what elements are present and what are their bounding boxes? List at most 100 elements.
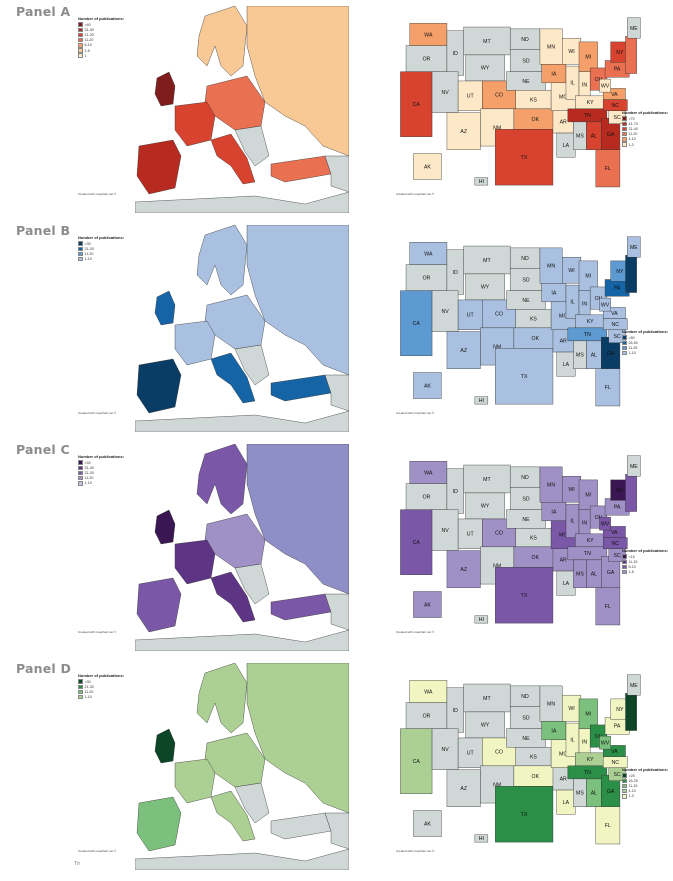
state-label-nc: NC	[612, 322, 620, 328]
region-middle-east	[324, 155, 350, 193]
state-label-ca: CA	[413, 540, 421, 546]
state-label-me: ME	[630, 26, 638, 32]
legend-entry: 21-30	[78, 246, 124, 252]
legend-entry: 21-30	[78, 684, 124, 690]
state-label-ak: AK	[424, 164, 431, 170]
state-label-hi: HI	[479, 836, 484, 842]
us-credit: Created with mapchart.net ©	[396, 192, 435, 196]
state-ak	[413, 591, 442, 618]
legend-entry-label: 21-30	[84, 684, 94, 689]
state-wv	[599, 78, 611, 93]
state-label-or: OR	[423, 56, 431, 62]
legend-swatch	[622, 559, 627, 565]
legend-entry-label: 21-30	[84, 32, 94, 37]
state-label-ia: IA	[551, 509, 556, 515]
europe-map-svg	[134, 662, 350, 871]
state-label-or: OR	[423, 713, 431, 719]
state-or	[405, 483, 448, 510]
legend-entry: >40	[78, 460, 124, 465]
state-ak	[413, 372, 442, 399]
state-label-ga: GA	[607, 132, 615, 138]
state-label-ms: MS	[576, 791, 584, 797]
state-label-ok: OK	[532, 117, 540, 123]
legend-entry: 11-15	[622, 783, 668, 789]
region-uk	[154, 728, 176, 764]
state-label-oh: OH	[595, 734, 603, 740]
state-wy	[465, 492, 505, 520]
state-tx	[495, 348, 554, 405]
legend-entry-label: >30	[84, 241, 91, 246]
state-label-wv: WV	[601, 83, 610, 89]
state-label-mn: MN	[547, 701, 555, 707]
legend-entry-label: >30	[84, 679, 91, 684]
legend-entry: 1-10	[78, 481, 124, 486]
state-me	[627, 17, 641, 39]
state-label-ca: CA	[413, 102, 421, 108]
state-label-al: AL	[591, 791, 597, 797]
state-label-ak: AK	[424, 821, 431, 827]
state-label-ut: UT	[467, 532, 475, 538]
state-label-sc: SC	[614, 334, 621, 340]
state-label-ok: OK	[532, 774, 540, 780]
legend-swatch	[78, 679, 83, 684]
legend-entry-label: 6-10	[84, 43, 92, 48]
state-label-sd: SD	[522, 715, 529, 721]
state-label-ky: KY	[587, 319, 594, 325]
region-turkey	[270, 155, 332, 183]
panel-label: Panel C	[16, 442, 70, 457]
state-label-fl: FL	[605, 385, 611, 391]
legend-swatch	[622, 794, 627, 799]
legend-swatch	[78, 694, 83, 700]
legend-entry: 31-40	[78, 465, 124, 471]
legend-entry: 6-10	[78, 43, 124, 48]
legend-entry-label: 11-20	[84, 689, 94, 694]
us-map: WA OR CA ID NV MT WY UT AZ CO NM ND SD NE KS OK TX MN IA MO…	[393, 14, 646, 219]
panel-label: Panel B	[16, 223, 71, 238]
state-label-ar: AR	[560, 558, 567, 564]
state-mt	[463, 245, 511, 275]
state-nv	[431, 728, 459, 770]
legend-entry: 11-20	[622, 131, 668, 137]
state-az	[446, 550, 481, 588]
state-label-ak: AK	[424, 383, 431, 389]
state-label-ny: NY	[616, 50, 624, 56]
state-ak	[413, 153, 442, 180]
state-label-sd: SD	[522, 277, 529, 283]
state-label-tn: TN	[584, 332, 591, 338]
state-label-nd: ND	[521, 694, 529, 700]
state-label-ne: NE	[522, 298, 530, 304]
legend-entry: 11-20	[78, 689, 124, 695]
europe-credit: Created with mapchart.net ©	[78, 849, 117, 853]
legend-entry: 21-40	[622, 126, 668, 132]
legend-entry-label: 11-15	[628, 783, 638, 788]
state-tx	[495, 786, 554, 843]
state-label-pa: PA	[614, 505, 621, 511]
state-wv	[599, 516, 611, 531]
state-label-il: IL	[570, 519, 574, 525]
europe-map-svg	[134, 224, 350, 433]
state-label-sd: SD	[522, 496, 529, 502]
state-nv	[431, 509, 459, 551]
state-label-ga: GA	[607, 789, 615, 795]
state-label-va: VA	[611, 92, 618, 98]
legend-entry: 4-10	[622, 137, 668, 142]
state-label-ky: KY	[587, 757, 594, 763]
state-label-il: IL	[570, 738, 574, 744]
state-label-wv: WV	[601, 521, 610, 527]
legend-swatch	[78, 27, 83, 33]
footer-text: T/r	[74, 861, 81, 867]
state-label-nv: NV	[441, 309, 449, 315]
legend-entry: 31-40	[78, 27, 124, 33]
state-label-hi: HI	[479, 398, 484, 404]
state-label-tn: TN	[584, 113, 591, 119]
legend-entry-label: 11-20	[84, 38, 94, 43]
state-me	[627, 236, 641, 258]
state-ne	[625, 693, 637, 731]
state-label-ca: CA	[413, 321, 421, 327]
state-label-nm: NM	[493, 782, 501, 788]
state-label-ne: NE	[522, 736, 530, 742]
state-label-ks: KS	[530, 754, 537, 760]
legend-entry-label: 1-10	[84, 695, 92, 700]
legend-swatch	[622, 773, 627, 778]
legend-entry-label: 1-3	[628, 142, 634, 147]
